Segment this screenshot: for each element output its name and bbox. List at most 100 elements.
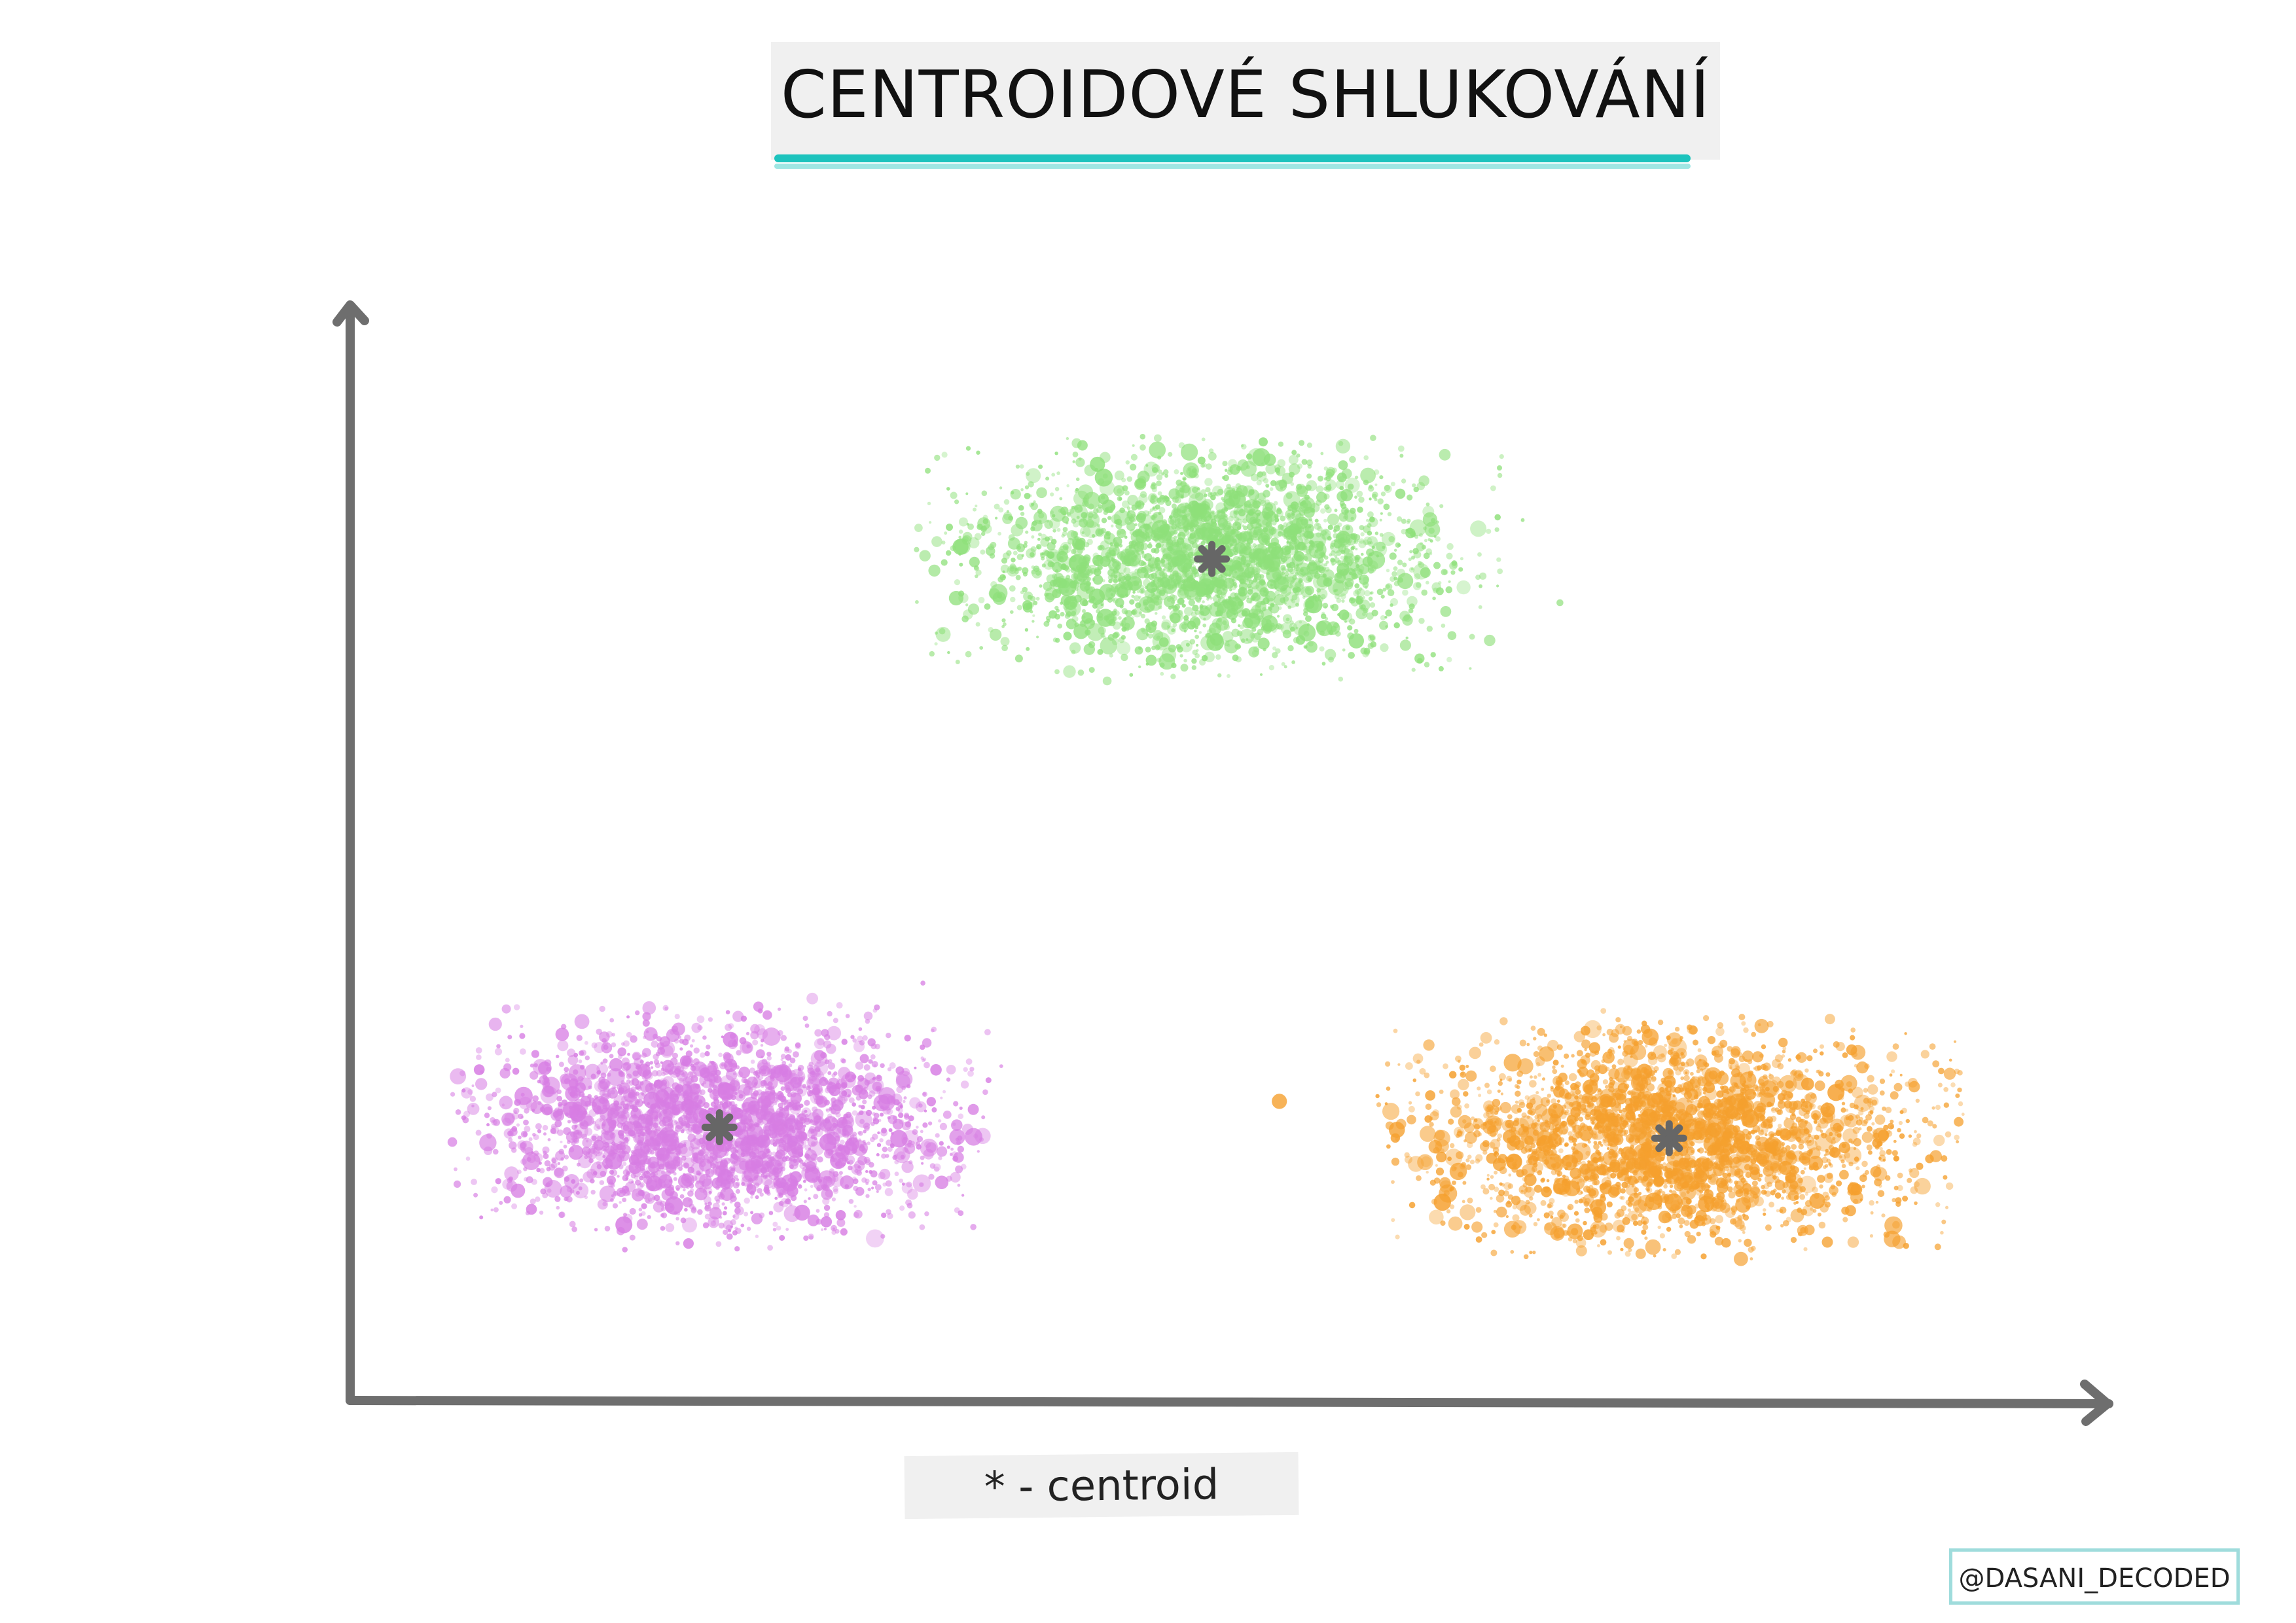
cluster-point	[1159, 662, 1165, 668]
cluster-point	[718, 1052, 723, 1058]
cluster-point	[1137, 590, 1140, 594]
cluster-point	[862, 1099, 867, 1105]
cluster-point	[1168, 644, 1176, 652]
cluster-point	[1296, 454, 1300, 458]
cluster-point	[1054, 452, 1058, 455]
cluster-point	[1403, 614, 1412, 622]
cluster-point	[928, 1121, 933, 1126]
cluster-point	[1060, 507, 1069, 515]
cluster-point	[673, 1132, 677, 1135]
cluster-point	[1084, 542, 1090, 548]
cluster-point	[816, 1209, 820, 1213]
cluster-point	[958, 590, 965, 597]
cluster-point	[1335, 550, 1342, 556]
cluster-point	[1270, 583, 1273, 587]
cluster-point	[580, 1049, 586, 1056]
cluster-point	[759, 1168, 763, 1172]
cluster-point	[1049, 518, 1060, 529]
cluster-point	[1279, 556, 1282, 560]
cluster-point	[558, 1211, 565, 1218]
cluster-point	[1054, 569, 1059, 573]
cluster-point	[1155, 612, 1158, 615]
cluster-point	[1185, 562, 1193, 569]
cluster-point	[628, 1154, 639, 1166]
cluster-point	[751, 1078, 762, 1089]
cluster-point	[1074, 490, 1078, 493]
cluster-point	[629, 1207, 636, 1215]
cluster-point	[1175, 644, 1182, 650]
cluster-point	[679, 1047, 683, 1051]
cluster-point	[1188, 599, 1196, 606]
cluster-point	[501, 1103, 505, 1107]
cluster-point	[1399, 639, 1411, 651]
cluster-point	[1158, 512, 1162, 516]
cluster-point	[1347, 538, 1353, 543]
cluster-point	[1236, 574, 1243, 581]
cluster-point	[523, 1167, 528, 1171]
cluster-point	[661, 1089, 664, 1092]
cluster-point	[461, 1087, 473, 1099]
cluster-point	[1295, 603, 1299, 607]
cluster-point	[1201, 437, 1206, 442]
cluster-point	[924, 1141, 931, 1149]
cluster-point	[1234, 571, 1238, 574]
cluster-point	[1289, 471, 1295, 478]
cluster-point	[780, 1054, 786, 1060]
cluster-point	[1435, 587, 1444, 596]
cluster-point	[1071, 611, 1077, 616]
cluster-point	[1305, 641, 1318, 653]
cluster-point	[1145, 464, 1149, 467]
cluster-point	[1214, 600, 1221, 607]
cluster-point	[1011, 524, 1024, 537]
cluster-point	[1059, 497, 1063, 501]
cluster-point	[1074, 535, 1079, 541]
cluster-point	[1037, 537, 1041, 541]
cluster-1	[914, 433, 1564, 686]
cluster-point	[1408, 557, 1412, 562]
cluster-point	[1194, 653, 1200, 658]
cluster-point	[1230, 592, 1237, 599]
cluster-point	[1181, 569, 1187, 575]
cluster-point	[1370, 435, 1376, 441]
cluster-point	[1069, 642, 1081, 654]
cluster-point	[749, 1152, 757, 1160]
cluster-point	[519, 1033, 526, 1039]
cluster-point	[1221, 535, 1231, 544]
cluster-point	[1348, 568, 1356, 576]
cluster-point	[1237, 592, 1247, 601]
cluster-point	[1435, 536, 1441, 542]
cluster-point	[1064, 599, 1081, 617]
cluster-point	[1308, 525, 1312, 529]
title-underline-shadow	[774, 164, 1691, 169]
cluster-point	[1280, 584, 1292, 597]
cluster-point	[1108, 564, 1111, 567]
cluster-point	[1219, 596, 1223, 599]
cluster-point	[1108, 614, 1113, 618]
cluster-point	[586, 1148, 598, 1160]
cluster-point	[1397, 573, 1414, 589]
cluster-point	[1146, 596, 1153, 603]
cluster-point	[1338, 476, 1344, 482]
cluster-point	[1368, 486, 1374, 492]
cluster-point	[1180, 472, 1183, 475]
cluster-point	[1319, 630, 1325, 635]
cluster-point	[624, 1095, 628, 1099]
cluster-point	[808, 1233, 814, 1240]
cluster-point	[1174, 469, 1179, 474]
cluster-point	[1295, 513, 1304, 522]
cluster-point	[1374, 531, 1379, 535]
cluster-point	[1354, 557, 1364, 567]
cluster-point	[1412, 548, 1419, 554]
cluster-point	[618, 1071, 624, 1077]
cluster-point	[1416, 482, 1426, 491]
cluster-point	[1161, 542, 1174, 555]
cluster-point	[1026, 647, 1030, 651]
cluster-point	[934, 454, 941, 461]
cluster-point	[825, 1189, 833, 1198]
cluster-point	[1272, 520, 1277, 526]
cluster-point	[1202, 571, 1206, 576]
cluster-point	[1045, 548, 1061, 564]
cluster-point	[1077, 547, 1084, 554]
cluster-point	[1277, 524, 1284, 531]
cluster-point	[1255, 509, 1261, 516]
